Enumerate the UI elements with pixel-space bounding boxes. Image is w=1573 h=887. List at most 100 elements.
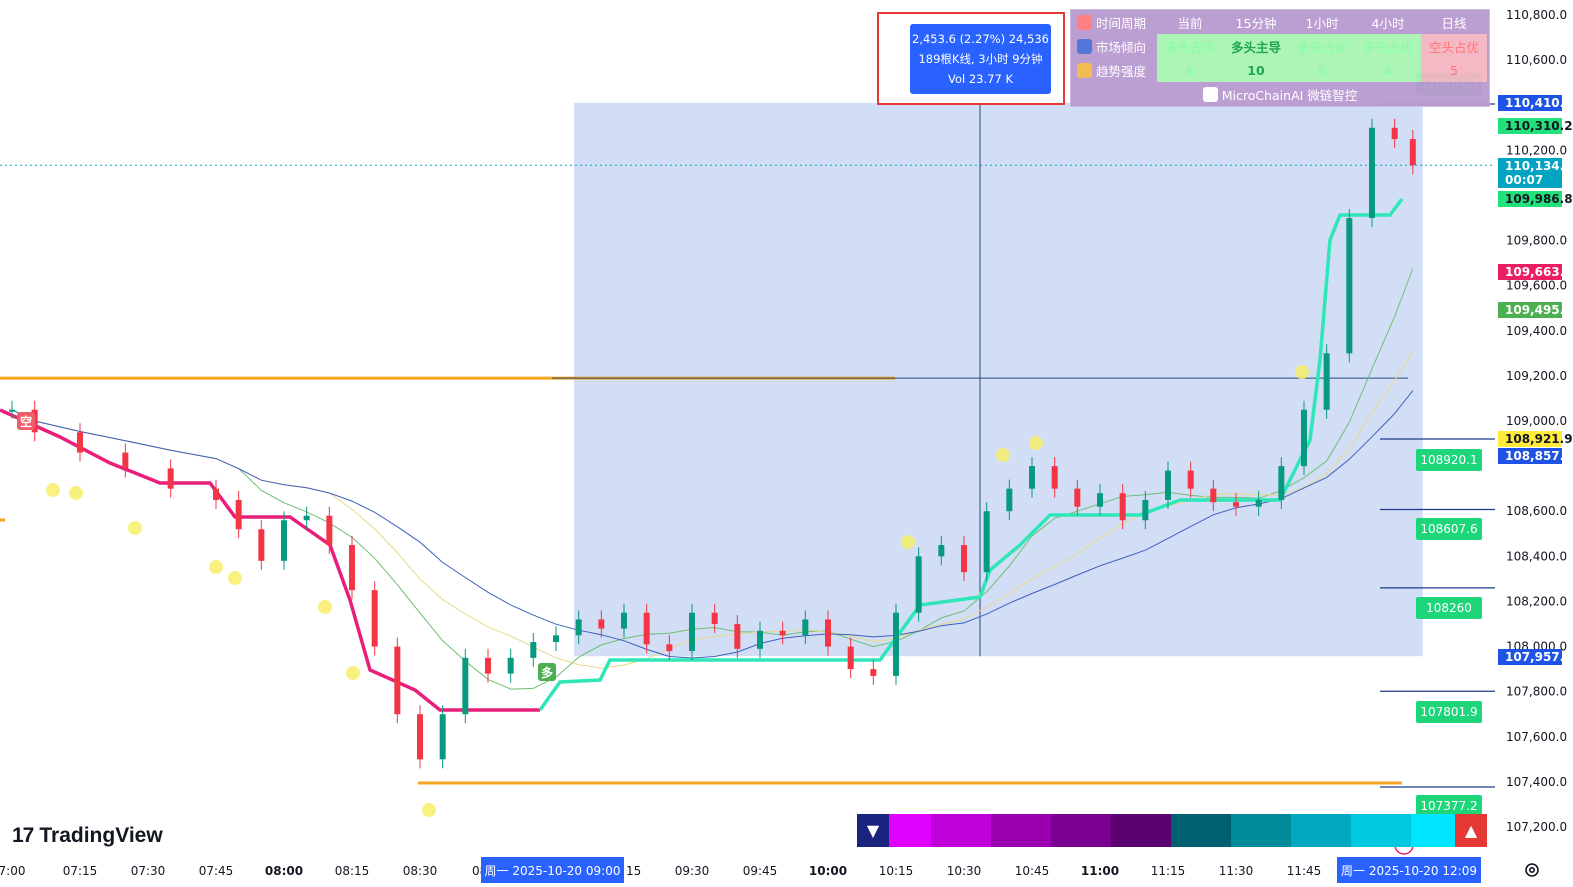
candle-body xyxy=(666,644,673,652)
price-axis-tick: 107,200.0 xyxy=(1506,820,1567,834)
key-level-tag xyxy=(1416,518,1482,540)
candle-body xyxy=(213,488,219,500)
candle-body xyxy=(1187,470,1194,489)
panel-col-daily: 日线 xyxy=(1441,15,1467,31)
panel-strength-row: 趋势强度 6 10 6 4 5 xyxy=(1071,58,1489,82)
gradient-segment xyxy=(991,814,1051,847)
candle-body xyxy=(961,545,967,573)
strength-daily: 5 xyxy=(1421,58,1487,82)
candle-body xyxy=(734,624,741,649)
candle-body xyxy=(122,452,129,469)
price-tag-label: 109,495.4 xyxy=(1505,303,1573,317)
key-level-tag xyxy=(1416,597,1482,619)
candle-body xyxy=(1210,488,1217,503)
candle-body xyxy=(1409,139,1416,166)
alarm-clock-icon xyxy=(1077,14,1092,30)
candle-body xyxy=(9,409,15,412)
price-axis-tick: 108,400.0 xyxy=(1506,549,1567,563)
signal-dot xyxy=(996,448,1010,462)
measure-tooltip: 2,453.6 (2.27%) 24,536 189根K线, 3小时 9分钟 V… xyxy=(910,24,1051,94)
candle-body xyxy=(485,657,491,674)
price-tag-label: 110,310.2 xyxy=(1505,119,1573,133)
signal-dot xyxy=(1295,365,1309,379)
strength-1h: 6 xyxy=(1289,58,1355,82)
time-axis-tick: 15 xyxy=(626,864,641,878)
price-tag-label: 108,921.9 xyxy=(1505,432,1573,446)
supertrend-bull-line xyxy=(538,197,1404,712)
candle-body xyxy=(598,619,605,629)
signal-dot xyxy=(901,535,915,549)
price-axis-tick: 108,600.0 xyxy=(1506,504,1567,518)
price-tag-label: 110,134.0 xyxy=(1505,159,1573,173)
gradient-segment xyxy=(1411,814,1455,847)
time-cursor-end: 周一 2025-10-20 12:09 xyxy=(1337,857,1481,883)
candle-body xyxy=(439,714,446,760)
gradient-segment xyxy=(1231,814,1291,847)
candle-body xyxy=(1323,353,1330,410)
color-gradient-legend: ▼ ▲ xyxy=(857,814,1487,847)
gradient-segment xyxy=(1171,814,1231,847)
signal-dot xyxy=(128,521,142,535)
candle-body xyxy=(1074,488,1081,507)
time-axis-tick: 08:00 xyxy=(265,864,303,878)
panel-header-cell: 时间周期 xyxy=(1071,10,1157,34)
candle-body xyxy=(575,619,582,636)
price-axis-tick: 110,600.0 xyxy=(1506,53,1567,67)
time-axis-tick: 11:15 xyxy=(1151,864,1186,878)
gradient-segment xyxy=(1351,814,1411,847)
price-tag-label: 107,957.2 xyxy=(1505,650,1573,664)
trend-panel: 时间周期 当前 15分钟 1小时 4小时 日线 市场倾向 多头占优 多头主导 多… xyxy=(1070,9,1490,107)
tradingview-logo[interactable]: 17 TradingView xyxy=(12,824,163,848)
candle-body xyxy=(1165,470,1171,500)
direction-1h: 多头占优 xyxy=(1289,34,1355,58)
down-triangle-icon[interactable]: ▼ xyxy=(857,814,889,847)
candle-body xyxy=(167,468,174,489)
price-axis-tick: 108,200.0 xyxy=(1506,594,1567,608)
candle-body xyxy=(643,612,650,645)
long-signal-badge xyxy=(538,663,556,681)
gradient-segment xyxy=(1111,814,1171,847)
tradingview-wordmark: TradingView xyxy=(39,824,163,847)
panel-col-4h: 4小时 xyxy=(1371,15,1405,31)
panel-direction-label-cell: 市场倾向 xyxy=(1071,34,1157,58)
price-axis-tick: 110,200.0 xyxy=(1506,143,1567,157)
price-tag-label: 108,857.9 xyxy=(1505,449,1573,463)
key-level-tag-label: 108607.6 xyxy=(1420,522,1477,536)
bull-bear-icon xyxy=(1077,38,1092,54)
candle-body xyxy=(689,612,695,652)
gear-icon[interactable] xyxy=(1523,861,1541,879)
candle-body xyxy=(825,619,831,647)
candle-body xyxy=(1278,466,1285,500)
candle-body xyxy=(77,432,83,453)
candle-body xyxy=(870,669,877,676)
direction-current: 多头占优 xyxy=(1157,34,1223,58)
candle-body xyxy=(371,590,378,647)
measure-volume: Vol 23.77 K xyxy=(948,72,1013,86)
price-tag xyxy=(1498,302,1562,318)
price-axis-tick: 109,800.0 xyxy=(1506,234,1567,248)
price-axis-tick: 107,800.0 xyxy=(1506,685,1567,699)
signal-dot xyxy=(318,600,332,614)
time-axis-tick: 10:30 xyxy=(947,864,982,878)
bar-chart-icon xyxy=(1202,86,1218,102)
tradingview-mark-icon: 17 xyxy=(12,824,34,847)
signal-dot xyxy=(422,803,436,817)
price-tag xyxy=(1498,158,1562,174)
panel-header-row: 时间周期 当前 15分钟 1小时 4小时 日线 xyxy=(1071,10,1489,34)
candle-body xyxy=(847,646,854,670)
time-axis-tick: 10:15 xyxy=(879,864,914,878)
candle-body xyxy=(1301,409,1307,467)
watermark-text: MicroChainAI 微链智控 xyxy=(1221,87,1358,103)
price-tag xyxy=(1498,118,1562,134)
candle-body xyxy=(326,515,333,546)
candle-body xyxy=(915,556,922,613)
panel-strength-label: 趋势强度 xyxy=(1096,63,1147,79)
candle-body xyxy=(1233,502,1239,507)
candle-body xyxy=(621,612,627,629)
price-axis-tick: 110,800.0 xyxy=(1506,8,1567,22)
price-axis-tick: 109,400.0 xyxy=(1506,324,1567,338)
key-level-tag-label: 108260 xyxy=(1426,601,1472,615)
up-triangle-icon[interactable]: ▲ xyxy=(1455,814,1487,847)
